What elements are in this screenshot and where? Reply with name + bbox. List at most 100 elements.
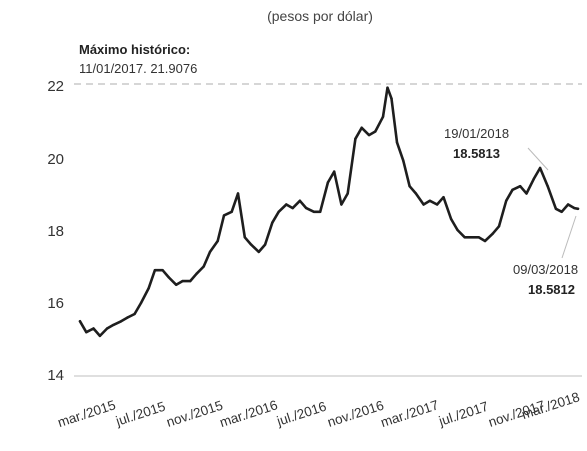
data-point — [386, 86, 389, 89]
data-point — [202, 265, 205, 268]
x-tick-label: mar./2016 — [218, 397, 280, 430]
data-point — [422, 203, 425, 206]
mar-2018-annotation-date: 09/03/2018 — [513, 262, 578, 277]
data-point — [167, 276, 171, 279]
data-point — [139, 301, 143, 305]
data-point — [222, 214, 226, 217]
y-tick-label: 18 — [47, 223, 64, 240]
data-point — [483, 239, 487, 243]
data-point — [532, 177, 535, 181]
data-point — [147, 287, 150, 290]
jan-2018-annotation-date: 19/01/2018 — [444, 126, 509, 141]
data-point — [189, 279, 192, 283]
x-tick-label: nov./2016 — [326, 398, 386, 430]
data-point — [298, 199, 302, 202]
x-tick-label: mar./2015 — [56, 397, 118, 430]
data-point — [525, 192, 528, 195]
data-point — [126, 316, 129, 319]
x-tick-label: jul./2016 — [274, 399, 328, 429]
data-point — [175, 283, 178, 286]
data-point — [133, 312, 136, 316]
data-point — [573, 206, 576, 210]
data-point — [208, 250, 212, 254]
data-point — [538, 166, 542, 170]
data-point — [428, 199, 432, 202]
data-point — [340, 203, 343, 206]
data-point — [249, 243, 253, 246]
data-point — [511, 188, 514, 191]
data-point — [285, 203, 288, 206]
x-axis: mar./2015 jul./2015 nov./2015 mar./2016 … — [56, 389, 582, 430]
data-point — [354, 137, 357, 140]
data-point — [449, 217, 453, 221]
data-point — [576, 207, 580, 210]
data-point — [442, 196, 445, 199]
y-axis: 14 16 18 20 22 — [47, 78, 64, 384]
y-tick-label: 22 — [47, 78, 64, 95]
max-annotation-title: Máximo histórico: — [79, 42, 190, 57]
data-point — [346, 192, 349, 195]
data-point — [469, 236, 473, 239]
y-tick-label: 16 — [47, 295, 64, 312]
mar-2018-annotation-leader — [561, 215, 577, 259]
jan-2018-annotation-value: 18.5813 — [453, 146, 500, 161]
data-point — [98, 334, 102, 338]
jan-2018-annotation-leader — [527, 147, 549, 171]
data-point — [390, 97, 393, 100]
data-point — [257, 250, 260, 254]
data-point — [181, 279, 184, 283]
x-tick-label: nov./2015 — [165, 398, 225, 430]
data-point — [497, 225, 501, 228]
x-tick-label: mar./2017 — [379, 397, 441, 430]
data-point — [85, 331, 88, 334]
data-point — [402, 159, 405, 162]
data-point — [560, 210, 563, 213]
data-point — [554, 207, 558, 210]
mar-2018-annotation-value: 18.5812 — [528, 282, 575, 297]
data-point — [243, 236, 246, 239]
exchange-rate-line — [78, 86, 580, 338]
data-point — [319, 210, 322, 213]
data-point — [305, 206, 308, 210]
chart-subtitle: (pesos por dólar) — [267, 8, 373, 24]
data-point — [491, 232, 494, 235]
data-point — [519, 185, 522, 188]
y-tick-label: 14 — [47, 367, 64, 384]
data-point — [161, 269, 164, 272]
data-point — [216, 239, 219, 243]
x-tick-label: jul./2015 — [113, 399, 167, 429]
annotations: Máximo histórico: 11/01/2017. 21.9076 19… — [79, 42, 578, 297]
data-point — [505, 199, 508, 202]
data-point — [456, 228, 459, 232]
data-point — [477, 236, 480, 239]
data-point — [326, 181, 330, 184]
data-point — [435, 203, 439, 206]
data-point — [360, 126, 363, 129]
data-point — [463, 236, 466, 239]
data-point — [119, 320, 123, 323]
data-point — [112, 323, 115, 327]
data-point — [367, 133, 371, 137]
x-tick-label: jul./2017 — [436, 399, 490, 429]
data-point — [263, 243, 267, 246]
data-point — [408, 185, 411, 188]
data-point — [374, 130, 377, 133]
data-point — [277, 210, 280, 213]
x-tick-label: mar./2018 — [520, 389, 582, 422]
data-point — [236, 192, 240, 195]
max-annotation-detail: 11/01/2017. 21.9076 — [79, 61, 197, 76]
data-point — [78, 320, 82, 323]
data-point — [271, 221, 274, 224]
y-tick-label: 20 — [47, 151, 64, 168]
data-point — [566, 203, 570, 206]
data-point — [546, 185, 549, 188]
series-points — [78, 86, 580, 338]
data-point — [92, 327, 95, 330]
data-point — [312, 210, 316, 213]
data-point — [153, 269, 157, 272]
data-point — [381, 115, 385, 119]
data-point — [395, 141, 399, 144]
data-point — [105, 327, 109, 330]
data-point — [333, 170, 336, 173]
